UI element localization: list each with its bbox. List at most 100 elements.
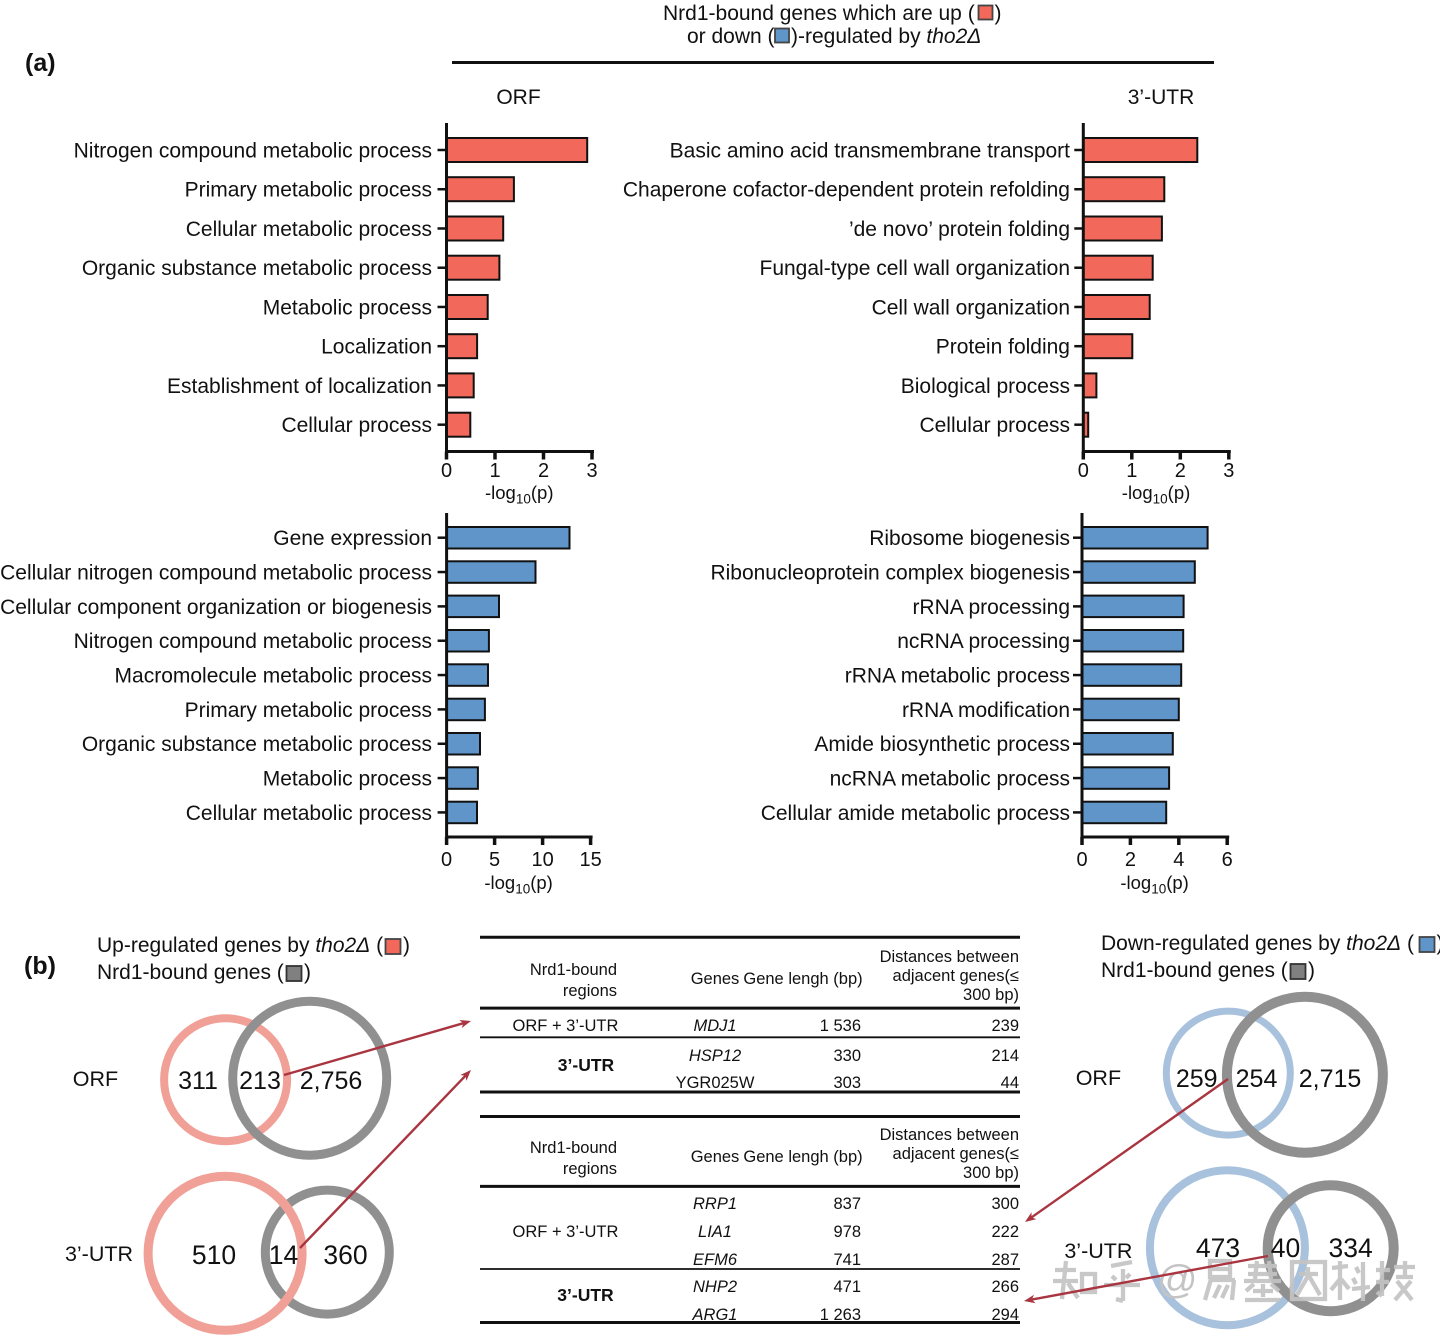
svg-text:741: 741 <box>833 1251 861 1269</box>
svg-text:510: 510 <box>192 1240 236 1270</box>
svg-text:40: 40 <box>1271 1233 1300 1263</box>
svg-text:Distances between: Distances between <box>880 948 1019 966</box>
svg-text:Protein folding: Protein folding <box>936 336 1070 359</box>
svg-text:Fungal-type cell wall organiza: Fungal-type cell wall organization <box>760 257 1071 280</box>
svg-text:2,756: 2,756 <box>300 1067 363 1095</box>
svg-text:Genes: Genes <box>691 970 740 988</box>
svg-text:Organic substance metabolic pr: Organic substance metabolic process <box>82 257 432 280</box>
svg-text:3: 3 <box>586 460 597 482</box>
svg-text:2,715: 2,715 <box>1299 1065 1362 1093</box>
svg-text:214: 214 <box>991 1047 1019 1065</box>
svg-text:Nitrogen compound metabolic pr: Nitrogen compound metabolic process <box>74 140 432 163</box>
svg-text:): ) <box>403 934 410 957</box>
svg-text:Cellular nitrogen compound met: Cellular nitrogen compound metabolic pro… <box>0 562 432 585</box>
svg-text:ORF: ORF <box>1076 1066 1121 1090</box>
svg-text:213: 213 <box>239 1067 281 1095</box>
svg-text:360: 360 <box>323 1240 367 1270</box>
svg-text:): ) <box>304 961 311 984</box>
svg-text:334: 334 <box>1328 1233 1372 1263</box>
svg-text:Biological process: Biological process <box>901 375 1070 398</box>
svg-text:3’-UTR: 3’-UTR <box>65 1242 133 1266</box>
svg-text:0: 0 <box>441 849 452 871</box>
svg-text:3’-UTR: 3’-UTR <box>1128 86 1195 109</box>
svg-text:HSP12: HSP12 <box>689 1047 741 1065</box>
svg-text:Ribosome biogenesis: Ribosome biogenesis <box>869 527 1070 550</box>
svg-text:2: 2 <box>1125 849 1136 871</box>
svg-text:Establishment of localization: Establishment of localization <box>167 375 432 398</box>
svg-text:NHP2: NHP2 <box>693 1278 737 1296</box>
svg-text:regions: regions <box>563 982 617 1000</box>
svg-text:-log10(p): -log10(p) <box>485 482 554 507</box>
svg-text:Nrd1-bound genes (: Nrd1-bound genes ( <box>1101 959 1288 982</box>
svg-text:266: 266 <box>991 1278 1019 1296</box>
svg-text:Metabolic process: Metabolic process <box>263 768 432 791</box>
svg-text:Cellular component organizatio: Cellular component organization or bioge… <box>0 596 432 619</box>
svg-text:Gene lengh (bp): Gene lengh (bp) <box>743 1148 862 1166</box>
svg-text:(b): (b) <box>24 952 56 980</box>
svg-text:1: 1 <box>1126 460 1137 482</box>
svg-text:): ) <box>1437 932 1440 955</box>
svg-text:or down (: or down ( <box>687 25 775 48</box>
svg-text:311: 311 <box>178 1067 218 1095</box>
svg-text:’de novo’ protein folding: ’de novo’ protein folding <box>849 218 1070 241</box>
svg-text:adjacent genes(≤: adjacent genes(≤ <box>893 1145 1019 1163</box>
svg-text:Cellular process: Cellular process <box>281 414 432 437</box>
svg-text:ORF + 3’-UTR: ORF + 3’-UTR <box>513 1017 619 1035</box>
svg-text:5: 5 <box>489 849 500 871</box>
svg-text:ORF + 3’-UTR: ORF + 3’-UTR <box>513 1223 619 1241</box>
svg-text:254: 254 <box>1236 1065 1278 1093</box>
svg-text:)-regulated by tho2Δ: )-regulated by tho2Δ <box>791 25 981 48</box>
svg-text:Up-regulated genes by tho2Δ (: Up-regulated genes by tho2Δ ( <box>97 934 383 957</box>
svg-text:330: 330 <box>833 1047 861 1065</box>
svg-text:473: 473 <box>1196 1233 1240 1263</box>
svg-text:Metabolic process: Metabolic process <box>263 297 432 320</box>
svg-text:EFM6: EFM6 <box>693 1251 738 1269</box>
svg-text:Cellular process: Cellular process <box>919 414 1070 437</box>
svg-text:MDJ1: MDJ1 <box>693 1017 736 1035</box>
svg-text:Nrd1-bound: Nrd1-bound <box>530 961 617 979</box>
svg-text:300 bp): 300 bp) <box>963 986 1019 1004</box>
svg-text:@: @ <box>1157 1258 1198 1302</box>
svg-text:978: 978 <box>833 1223 861 1241</box>
svg-text:ARG1: ARG1 <box>692 1306 738 1324</box>
svg-text:Cell wall organization: Cell wall organization <box>872 297 1070 320</box>
svg-text:regions: regions <box>563 1160 617 1178</box>
svg-text:0: 0 <box>1078 460 1089 482</box>
svg-text:2: 2 <box>1175 460 1186 482</box>
svg-text:294: 294 <box>991 1306 1019 1324</box>
svg-text:YGR025W: YGR025W <box>676 1074 755 1092</box>
svg-text:ORF: ORF <box>73 1067 118 1091</box>
svg-text:222: 222 <box>991 1223 1019 1241</box>
svg-text:Organic substance metabolic pr: Organic substance metabolic process <box>82 733 432 756</box>
svg-text:ncRNA processing: ncRNA processing <box>897 630 1070 653</box>
svg-text:Cellular amide metabolic proce: Cellular amide metabolic process <box>761 802 1070 825</box>
svg-text:1 263: 1 263 <box>820 1306 861 1324</box>
svg-text:Primary metabolic process: Primary metabolic process <box>185 699 432 722</box>
svg-text:0: 0 <box>1076 849 1087 871</box>
svg-text:2: 2 <box>538 460 549 482</box>
svg-text:15: 15 <box>579 849 601 871</box>
svg-text:ncRNA metabolic process: ncRNA metabolic process <box>830 768 1070 791</box>
svg-text:4: 4 <box>1173 849 1184 871</box>
svg-text:Basic amino acid transmembrane: Basic amino acid transmembrane transport <box>670 140 1071 163</box>
svg-text:Cellular metabolic process: Cellular metabolic process <box>186 218 432 241</box>
svg-text:LIA1: LIA1 <box>698 1223 732 1241</box>
svg-text:rRNA modification: rRNA modification <box>902 699 1070 722</box>
svg-text:adjacent genes(≤: adjacent genes(≤ <box>893 967 1019 985</box>
svg-text:300 bp): 300 bp) <box>963 1164 1019 1182</box>
svg-text:Down-regulated genes by tho2Δ: Down-regulated genes by tho2Δ ( <box>1101 932 1414 955</box>
svg-text:Ribonucleoprotein complex biog: Ribonucleoprotein complex biogenesis <box>710 562 1070 585</box>
svg-text:RRP1: RRP1 <box>693 1195 737 1213</box>
svg-text:6: 6 <box>1222 849 1233 871</box>
svg-text:rRNA processing: rRNA processing <box>912 596 1070 619</box>
svg-text:3: 3 <box>1223 460 1234 482</box>
svg-text:471: 471 <box>833 1278 861 1296</box>
svg-text:Nrd1-bound genes which are up: Nrd1-bound genes which are up ( <box>663 2 975 25</box>
svg-text:0: 0 <box>441 460 452 482</box>
svg-text:Localization: Localization <box>321 336 432 359</box>
svg-text:rRNA metabolic process: rRNA metabolic process <box>845 665 1070 688</box>
svg-text:10: 10 <box>531 849 553 871</box>
svg-text:1: 1 <box>489 460 500 482</box>
svg-text:Gene expression: Gene expression <box>273 527 432 550</box>
svg-text:): ) <box>995 2 1002 25</box>
